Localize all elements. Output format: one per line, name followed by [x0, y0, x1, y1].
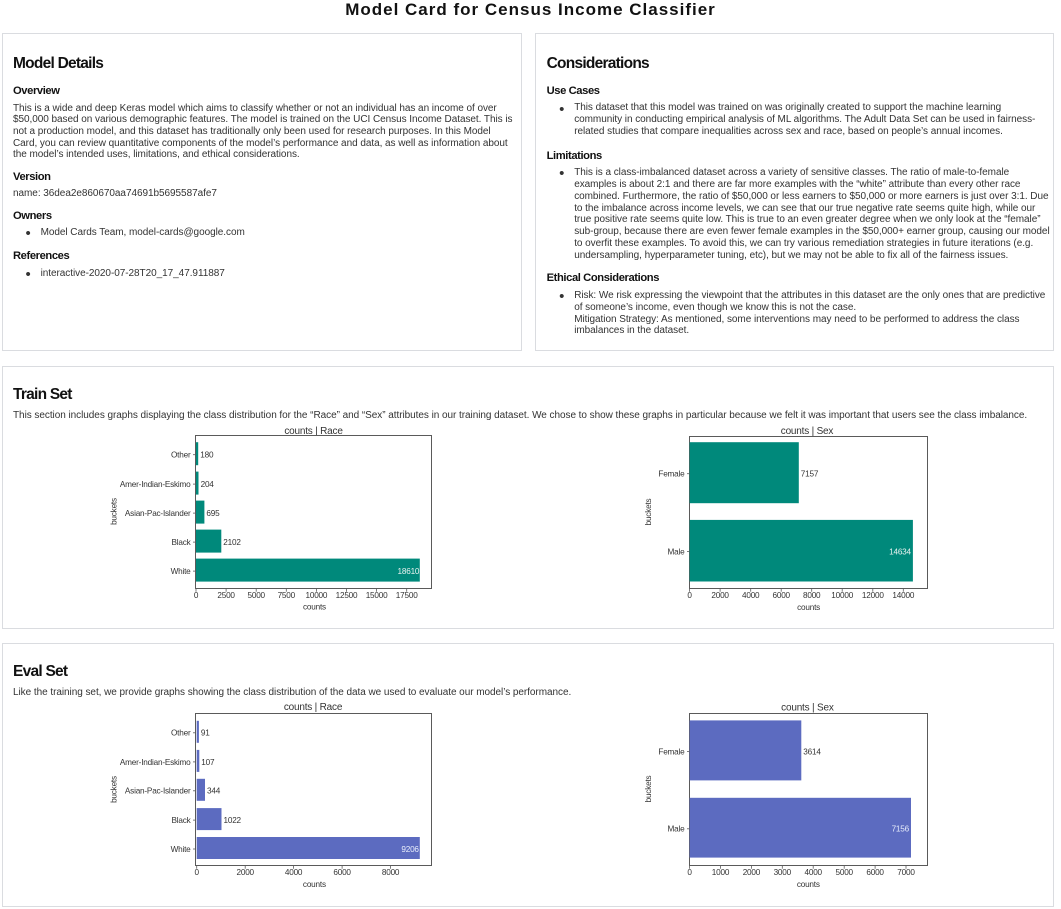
- svg-text:6000: 6000: [772, 591, 790, 600]
- svg-text:180: 180: [200, 451, 214, 460]
- svg-text:6000: 6000: [333, 868, 351, 877]
- svg-text:counts: counts: [303, 603, 326, 612]
- svg-text:204: 204: [201, 480, 215, 489]
- svg-text:15000: 15000: [366, 591, 388, 600]
- svg-text:buckets: buckets: [644, 775, 653, 802]
- svg-text:3000: 3000: [774, 868, 792, 877]
- svg-text:12500: 12500: [336, 591, 358, 600]
- svg-text:1000: 1000: [712, 868, 730, 877]
- svg-text:4000: 4000: [742, 591, 760, 600]
- svg-text:18610: 18610: [398, 567, 420, 576]
- svg-text:2000: 2000: [743, 868, 761, 877]
- svg-text:107: 107: [201, 758, 215, 767]
- svg-text:6000: 6000: [866, 868, 884, 877]
- svg-text:8000: 8000: [382, 868, 400, 877]
- svg-text:Amer-Indian-Eskimo: Amer-Indian-Eskimo: [120, 758, 191, 767]
- svg-text:4000: 4000: [804, 868, 822, 877]
- svg-text:2000: 2000: [236, 868, 254, 877]
- svg-text:White: White: [171, 845, 192, 854]
- svg-text:counts | Sex: counts | Sex: [781, 426, 834, 437]
- svg-text:Other: Other: [171, 729, 191, 738]
- svg-text:Black: Black: [171, 538, 191, 547]
- svg-text:8000: 8000: [803, 591, 821, 600]
- svg-text:14000: 14000: [892, 591, 914, 600]
- svg-text:Asian-Pac-Islander: Asian-Pac-Islander: [125, 509, 191, 518]
- svg-text:7157: 7157: [801, 470, 819, 479]
- svg-text:White: White: [171, 567, 192, 576]
- svg-text:0: 0: [194, 591, 199, 600]
- svg-text:12000: 12000: [862, 591, 884, 600]
- svg-text:344: 344: [207, 787, 221, 796]
- svg-text:695: 695: [206, 509, 220, 518]
- svg-text:counts: counts: [797, 880, 820, 889]
- svg-text:14634: 14634: [889, 548, 911, 557]
- svg-text:91: 91: [201, 729, 210, 738]
- svg-text:buckets: buckets: [110, 498, 119, 525]
- svg-text:7500: 7500: [278, 591, 296, 600]
- svg-text:counts | Race: counts | Race: [284, 702, 343, 713]
- svg-text:0: 0: [195, 868, 200, 877]
- svg-text:Male: Male: [668, 825, 686, 834]
- svg-text:5000: 5000: [835, 868, 853, 877]
- svg-text:counts | Race: counts | Race: [284, 426, 343, 437]
- svg-text:Female: Female: [658, 470, 685, 479]
- svg-text:buckets: buckets: [110, 776, 119, 803]
- svg-text:2000: 2000: [711, 591, 729, 600]
- svg-text:1022: 1022: [224, 816, 242, 825]
- svg-text:4000: 4000: [285, 868, 303, 877]
- svg-text:2102: 2102: [223, 538, 241, 547]
- svg-text:7156: 7156: [892, 825, 910, 834]
- svg-text:Black: Black: [171, 816, 191, 825]
- svg-text:3614: 3614: [803, 747, 821, 756]
- svg-text:7000: 7000: [897, 868, 915, 877]
- svg-text:0: 0: [687, 868, 692, 877]
- svg-text:Amer-Indian-Eskimo: Amer-Indian-Eskimo: [120, 480, 191, 489]
- svg-text:10000: 10000: [306, 591, 328, 600]
- svg-text:Female: Female: [658, 747, 685, 756]
- svg-text:buckets: buckets: [644, 498, 653, 525]
- svg-text:counts | Sex: counts | Sex: [781, 703, 834, 714]
- svg-text:5000: 5000: [247, 591, 265, 600]
- svg-text:2500: 2500: [217, 591, 235, 600]
- svg-text:counts: counts: [797, 603, 820, 612]
- svg-text:10000: 10000: [831, 591, 853, 600]
- svg-text:9206: 9206: [401, 845, 419, 854]
- svg-text:17500: 17500: [396, 591, 418, 600]
- svg-text:counts: counts: [303, 880, 326, 889]
- svg-text:0: 0: [687, 591, 692, 600]
- svg-text:Other: Other: [171, 451, 191, 460]
- svg-text:Male: Male: [668, 548, 686, 557]
- svg-text:Asian-Pac-Islander: Asian-Pac-Islander: [125, 787, 191, 796]
